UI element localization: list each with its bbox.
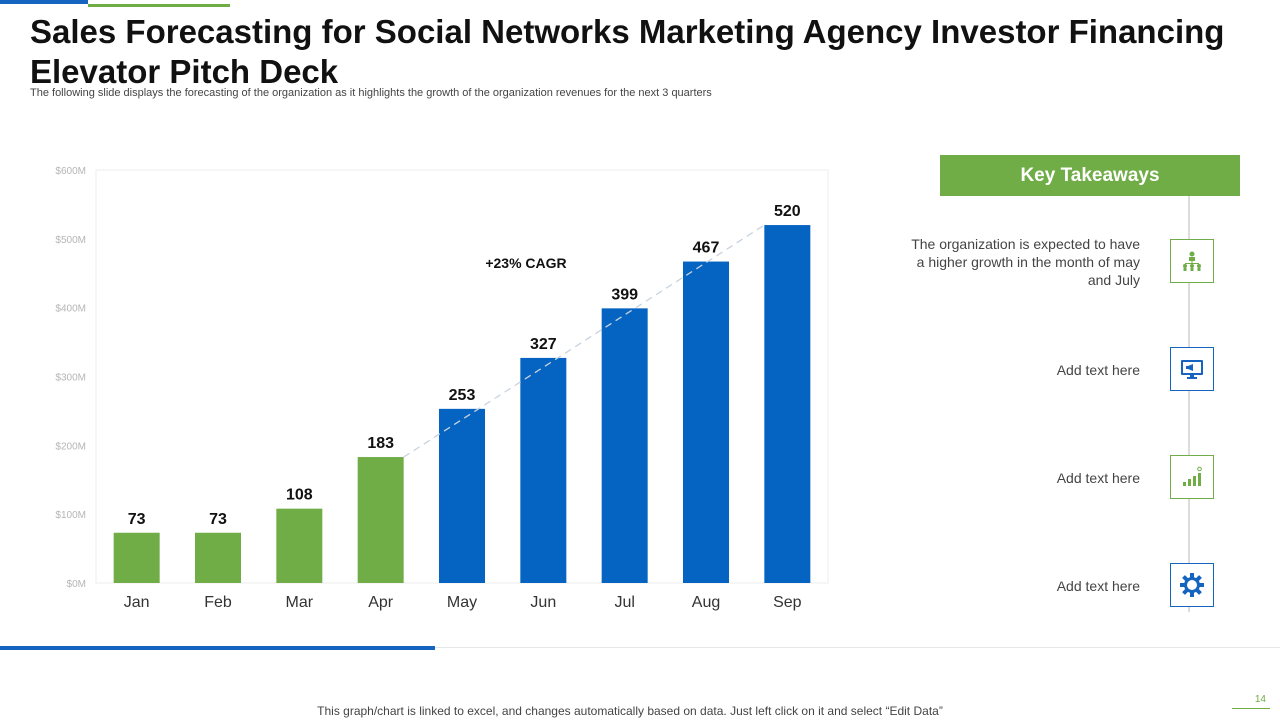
y-tick-label: $300M	[55, 373, 86, 384]
data-label-may: 253	[449, 387, 476, 404]
y-tick-label: $600M	[55, 166, 86, 177]
y-tick-label: $200M	[55, 441, 86, 452]
monitor-megaphone-icon	[1170, 347, 1214, 391]
footer-note: This graph/chart is linked to excel, and…	[317, 704, 943, 718]
takeaway-item-3: Add text here	[880, 455, 1214, 501]
bottom-divider	[435, 647, 1280, 648]
data-label-apr: 183	[367, 435, 394, 452]
bar-jul[interactable]	[601, 308, 648, 583]
x-tick-label-jul: Jul	[614, 594, 634, 611]
page-title: Sales Forecasting for Social Networks Ma…	[30, 13, 1225, 90]
x-tick-label-apr: Apr	[368, 594, 394, 611]
key-takeaways-header: Key Takeaways	[940, 155, 1240, 196]
page-number: 14	[1254, 694, 1266, 705]
x-tick-label-feb: Feb	[204, 594, 232, 611]
bottom-accent-blue	[0, 646, 435, 650]
x-tick-label-sep: Sep	[773, 594, 802, 611]
top-accent-green	[88, 4, 230, 7]
takeaway-item-1: The organization is expected to have a h…	[880, 236, 1214, 288]
x-tick-label-may: May	[447, 594, 477, 611]
x-tick-label-jun: Jun	[530, 594, 556, 611]
data-label-aug: 467	[693, 240, 720, 257]
org-chart-icon	[1170, 239, 1214, 283]
bar-feb[interactable]	[195, 532, 241, 583]
page-number-underline	[1232, 708, 1270, 709]
revenue-bar-chart[interactable]: $0M $100M $200M $300M $400M $500M $600M 73 Jan 7…	[0, 0, 900, 640]
data-label-jan: 73	[128, 511, 146, 528]
bar-growth-icon	[1170, 455, 1214, 499]
data-label-jul: 399	[611, 286, 638, 303]
takeaway-text-1: The organization is expected to have a h…	[911, 236, 1140, 288]
bar-may[interactable]	[439, 408, 485, 583]
x-tick-label-jan: Jan	[124, 594, 150, 611]
page-subtitle: The following slide displays the forecas…	[30, 87, 712, 99]
takeaway-text-3: Add text here	[1056, 470, 1140, 486]
bar-jan[interactable]	[113, 532, 160, 583]
timeline-connector	[1188, 196, 1190, 612]
bar-sep[interactable]	[764, 225, 811, 584]
takeaway-text-2: Add text here	[1056, 362, 1140, 378]
x-tick-label-aug: Aug	[692, 594, 720, 611]
data-label-sep: 520	[774, 203, 801, 220]
y-tick-label: $100M	[55, 510, 86, 521]
data-label-feb: 73	[209, 511, 227, 528]
y-tick-label: $500M	[55, 235, 86, 246]
x-tick-label-mar: Mar	[286, 594, 314, 611]
takeaway-item-2: Add text here	[880, 347, 1214, 393]
data-label-mar: 108	[286, 487, 313, 504]
bar-aug[interactable]	[683, 261, 729, 583]
y-tick-label: $0M	[67, 579, 86, 590]
takeaway-item-4: Add text here	[880, 563, 1214, 609]
y-tick-label: $400M	[55, 304, 86, 315]
cagr-annotation: +23% CAGR	[485, 255, 566, 271]
gear-icon	[1170, 563, 1214, 607]
top-accent-blue	[0, 0, 88, 4]
bar-apr[interactable]	[357, 457, 404, 583]
bar-mar[interactable]	[276, 508, 323, 583]
takeaway-text-4: Add text here	[1056, 578, 1140, 594]
bar-jun[interactable]	[520, 357, 567, 583]
data-label-jun: 327	[530, 336, 557, 353]
